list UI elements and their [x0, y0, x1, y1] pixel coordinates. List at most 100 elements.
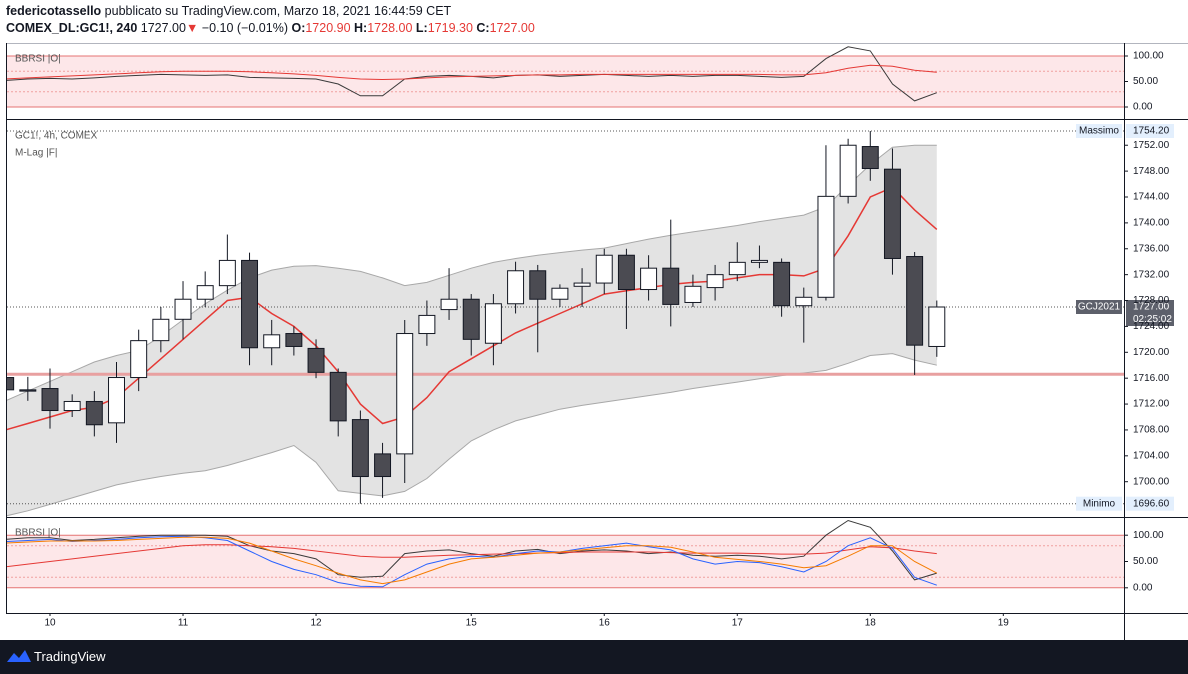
pane-title: BBRSI |O|	[15, 54, 61, 65]
o: 1720.90	[305, 21, 351, 35]
price-tag-value: 1727.00	[1133, 302, 1170, 313]
y-tick-label: 1724.00	[1133, 321, 1170, 332]
frame	[6, 43, 1188, 640]
candle-body	[484, 303, 502, 344]
candle-body	[285, 333, 303, 347]
price-tag-name: GCJ2021	[1078, 302, 1121, 313]
candle-body	[640, 267, 658, 291]
price-tag-value-bg	[1126, 300, 1174, 314]
c-label: C:	[476, 21, 490, 35]
candle-body	[617, 254, 635, 291]
h: 1728.00	[367, 21, 413, 35]
y-tick-label: 0.00	[1133, 102, 1153, 113]
l-label: L:	[415, 21, 428, 35]
footer: TradingView	[0, 640, 1188, 674]
price-tag-name: Minimo	[1083, 498, 1116, 509]
candle-body	[418, 314, 436, 335]
candle-body	[861, 146, 879, 170]
header: federicotassello pubblicato su TradingVi…	[6, 3, 535, 37]
x-tick-label: 19	[998, 618, 1010, 629]
y-tick-label: 100.00	[1133, 530, 1164, 541]
candle-body	[773, 261, 791, 307]
x-tick-label: 18	[865, 618, 877, 629]
series-line	[7, 536, 938, 585]
candle-body	[85, 400, 103, 426]
candle-body	[396, 333, 414, 455]
y-tick-label: 1700.00	[1133, 476, 1170, 487]
y-tick-label: 50.00	[1133, 556, 1158, 567]
candle-body	[551, 287, 569, 300]
candle-body	[241, 259, 259, 349]
candle-body	[462, 298, 480, 340]
pane-title: GC1!, 4h, COMEX	[15, 131, 98, 142]
l: 1719.30	[427, 21, 473, 35]
y-tick-label: 1736.00	[1133, 243, 1170, 254]
header-line-1: federicotassello pubblicato su TradingVi…	[6, 3, 535, 20]
candle-body	[263, 334, 281, 349]
countdown: 02:25:02	[1133, 314, 1172, 325]
x-tick-label: 17	[732, 618, 744, 629]
candle-body	[906, 256, 924, 346]
price-tag-value-bg	[1126, 496, 1174, 511]
brand: TradingView	[34, 649, 106, 664]
y-tick-label: 1716.00	[1133, 373, 1170, 384]
header-line-2: COMEX_DL:GC1!, 240 1727.00▼ −0.10 (−0.01…	[6, 20, 535, 37]
x-tick-label: 10	[44, 618, 56, 629]
y-tick-label: 1712.00	[1133, 399, 1170, 410]
candle-body	[307, 347, 325, 373]
plot	[7, 46, 1124, 589]
o-label: O:	[291, 21, 306, 35]
y-tick-label: 1740.00	[1133, 218, 1170, 229]
pane-title: BBRSI |O|	[15, 528, 61, 539]
candle-body	[108, 377, 125, 424]
candle-body	[63, 400, 81, 412]
zone	[7, 56, 1124, 107]
candle-body	[351, 419, 369, 478]
y-tick-label: 1732.00	[1133, 269, 1170, 280]
candle-body	[329, 371, 347, 422]
candle-body	[130, 340, 148, 379]
last: 1727.00	[140, 21, 186, 35]
countdown-bg	[1126, 313, 1174, 326]
x-tick-label: 16	[599, 618, 611, 629]
candle-body	[440, 298, 458, 311]
price-tag-value: 1754.20	[1133, 126, 1170, 137]
series-line	[7, 519, 937, 581]
candle-body	[7, 377, 15, 391]
price-tag-bg	[1076, 496, 1122, 511]
candle-body	[795, 296, 813, 307]
y-tick-label: 1708.00	[1133, 425, 1170, 436]
y-tick-label: 50.00	[1133, 76, 1158, 87]
candle-body	[218, 259, 236, 287]
candle-body	[684, 285, 702, 303]
x-tick-label: 11	[178, 618, 189, 629]
y-tick-label: 1748.00	[1133, 166, 1170, 177]
candle-body	[817, 195, 835, 298]
y-tick-label: 1728.00	[1133, 295, 1170, 306]
candle-body	[152, 318, 170, 342]
candle-body	[883, 168, 901, 259]
candle-body	[374, 453, 392, 478]
price-tag-bg	[1076, 300, 1122, 314]
logo	[7, 650, 31, 662]
candle-body	[662, 267, 680, 305]
price-tag-value-bg	[1126, 124, 1174, 138]
x-tick-label: 12	[310, 618, 322, 629]
price-tag-name: Massimo	[1079, 126, 1119, 137]
y-tick-label: 1704.00	[1133, 450, 1170, 461]
series-line	[7, 535, 937, 588]
author: federicotassello	[6, 4, 102, 18]
series-line	[7, 544, 937, 568]
candle-body	[928, 306, 946, 347]
y-tick-label: 0.00	[1133, 582, 1153, 593]
price-tag-bg	[1076, 124, 1122, 138]
logo-shape	[7, 650, 31, 662]
candle-body	[529, 270, 547, 300]
candle-body	[196, 285, 214, 300]
candle-body	[41, 388, 59, 412]
pane-subtitle: M-Lag |F|	[15, 148, 57, 159]
candle-body	[174, 298, 192, 320]
x-tick-label: 15	[466, 618, 478, 629]
c: 1727.00	[489, 21, 535, 35]
price-tag-value: 1696.60	[1133, 498, 1170, 509]
